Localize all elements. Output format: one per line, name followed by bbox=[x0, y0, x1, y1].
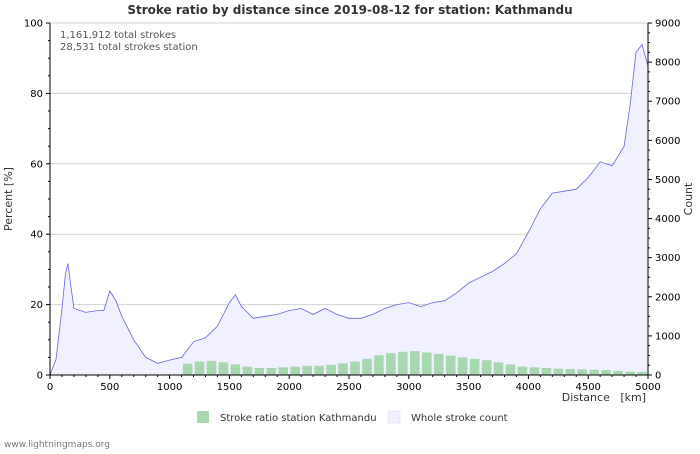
stroke-ratio-bar bbox=[637, 371, 647, 375]
y-left-tick-label: 60 bbox=[30, 159, 43, 170]
stroke-ratio-bar bbox=[601, 370, 611, 375]
y-left-tick-label: 20 bbox=[30, 300, 43, 311]
stroke-ratio-bar bbox=[218, 362, 229, 375]
stroke-ratio-bar bbox=[326, 364, 336, 375]
stroke-ratio-bar bbox=[194, 361, 205, 375]
stroke-ratio-bar bbox=[493, 362, 504, 375]
stroke-ratio-bar bbox=[541, 368, 552, 375]
stroke-ratio-bar bbox=[517, 366, 528, 375]
legend-swatch-stroke-ratio bbox=[197, 411, 209, 423]
stroke-ratio-bar bbox=[386, 353, 396, 375]
stroke-ratio-bar bbox=[398, 351, 408, 375]
stroke-ratio-bar bbox=[422, 352, 432, 375]
x-tick-label: 2500 bbox=[336, 382, 361, 393]
stroke-ratio-bar bbox=[350, 361, 360, 375]
y-right-tick-label: 8000 bbox=[655, 58, 680, 69]
stroke-ratio-bar bbox=[625, 371, 635, 375]
legend-swatch-whole-stroke-count bbox=[387, 410, 401, 424]
stroke-ratio-bar bbox=[445, 355, 456, 375]
legend: Stroke ratio station Kathmandu Whole str… bbox=[197, 410, 508, 424]
stroke-ratio-bar bbox=[577, 369, 587, 375]
stroke-ratio-bar bbox=[314, 365, 324, 375]
whole-stroke-count-area bbox=[49, 43, 649, 376]
y-right-tick-label: 2000 bbox=[655, 292, 680, 303]
stroke-ratio-bar bbox=[374, 355, 384, 375]
stroke-ratio-bar bbox=[302, 365, 312, 375]
x-tick-label: 1500 bbox=[217, 382, 242, 393]
y-left-tick-label: 100 bbox=[24, 19, 43, 30]
y-right-tick-label: 6000 bbox=[655, 136, 680, 147]
x-tick-label: 3000 bbox=[396, 382, 421, 393]
x-tick-label: 5000 bbox=[635, 382, 660, 393]
y-right-tick-label: 4000 bbox=[655, 214, 680, 225]
stroke-ratio-bar bbox=[481, 360, 492, 375]
footer-watermark: www.lightningmaps.org bbox=[4, 440, 110, 450]
whole-stroke-count-fill bbox=[50, 44, 648, 375]
whole-stroke-count-line bbox=[49, 43, 649, 376]
stroke-ratio-bars bbox=[182, 351, 647, 375]
y-right-tick-label: 3000 bbox=[655, 253, 680, 264]
tick-labels: 0 500 1000 1500 2000 2500 3000 3500 4000 4500 5000… bbox=[24, 19, 681, 394]
stroke-ratio-bar bbox=[278, 367, 288, 375]
stroke-ratio-bar bbox=[290, 366, 300, 375]
stroke-ratio-bar bbox=[206, 360, 217, 375]
stroke-ratio-bar bbox=[242, 366, 253, 375]
chart-title: Stroke ratio by distance since 2019-08-1… bbox=[127, 3, 572, 17]
x-tick-label: 2000 bbox=[276, 382, 301, 393]
stroke-ratio-bar bbox=[457, 357, 468, 375]
stroke-ratio-bar bbox=[254, 368, 265, 375]
stroke-ratio-bar bbox=[589, 369, 599, 375]
legend-label-stroke-ratio: Stroke ratio station Kathmandu bbox=[220, 413, 377, 424]
stroke-ratio-bar bbox=[230, 364, 241, 375]
y-right-tick-label: 7000 bbox=[655, 97, 680, 108]
y-right-tick-label: 9000 bbox=[655, 19, 680, 30]
legend-label-whole-stroke-count: Whole stroke count bbox=[411, 413, 508, 424]
y-left-tick-label: 0 bbox=[37, 371, 43, 382]
total-strokes-annotation: 1,161,912 total strokes bbox=[60, 30, 176, 41]
y-right-tick-label: 5000 bbox=[655, 175, 680, 186]
x-tick-label: 500 bbox=[100, 382, 119, 393]
x-tick-label: 4500 bbox=[575, 382, 600, 393]
stroke-ratio-bar bbox=[553, 368, 564, 375]
stroke-ratio-bar bbox=[338, 363, 348, 375]
stroke-ratio-bar bbox=[410, 351, 420, 375]
stroke-ratio-bar bbox=[469, 358, 480, 375]
stroke-ratio-bar bbox=[182, 363, 193, 375]
stroke-ratio-bar bbox=[362, 358, 372, 375]
x-tick-label: 3500 bbox=[456, 382, 481, 393]
y-left-axis-label: Percent [%] bbox=[2, 167, 15, 231]
stroke-ratio-bar bbox=[266, 368, 277, 375]
stroke-ratio-bar bbox=[505, 364, 516, 375]
x-tick-label: 1000 bbox=[157, 382, 182, 393]
stroke-ratio-bar bbox=[613, 370, 623, 375]
stroke-ratio-bar bbox=[529, 367, 540, 375]
x-tick-label: 0 bbox=[47, 382, 53, 393]
y-right-axis-label: Count bbox=[682, 182, 695, 215]
station-strokes-annotation: 28,531 total strokes station bbox=[60, 42, 198, 53]
x-tick-label: 4000 bbox=[516, 382, 541, 393]
y-left-tick-label: 80 bbox=[30, 89, 43, 100]
y-right-tick-label: 0 bbox=[655, 371, 661, 382]
x-axis-label: Distance [km] bbox=[562, 391, 646, 404]
y-left-tick-label: 40 bbox=[30, 230, 43, 241]
stroke-ratio-bar bbox=[565, 369, 576, 375]
stroke-ratio-bar bbox=[433, 353, 444, 375]
y-right-tick-label: 1000 bbox=[655, 331, 680, 342]
